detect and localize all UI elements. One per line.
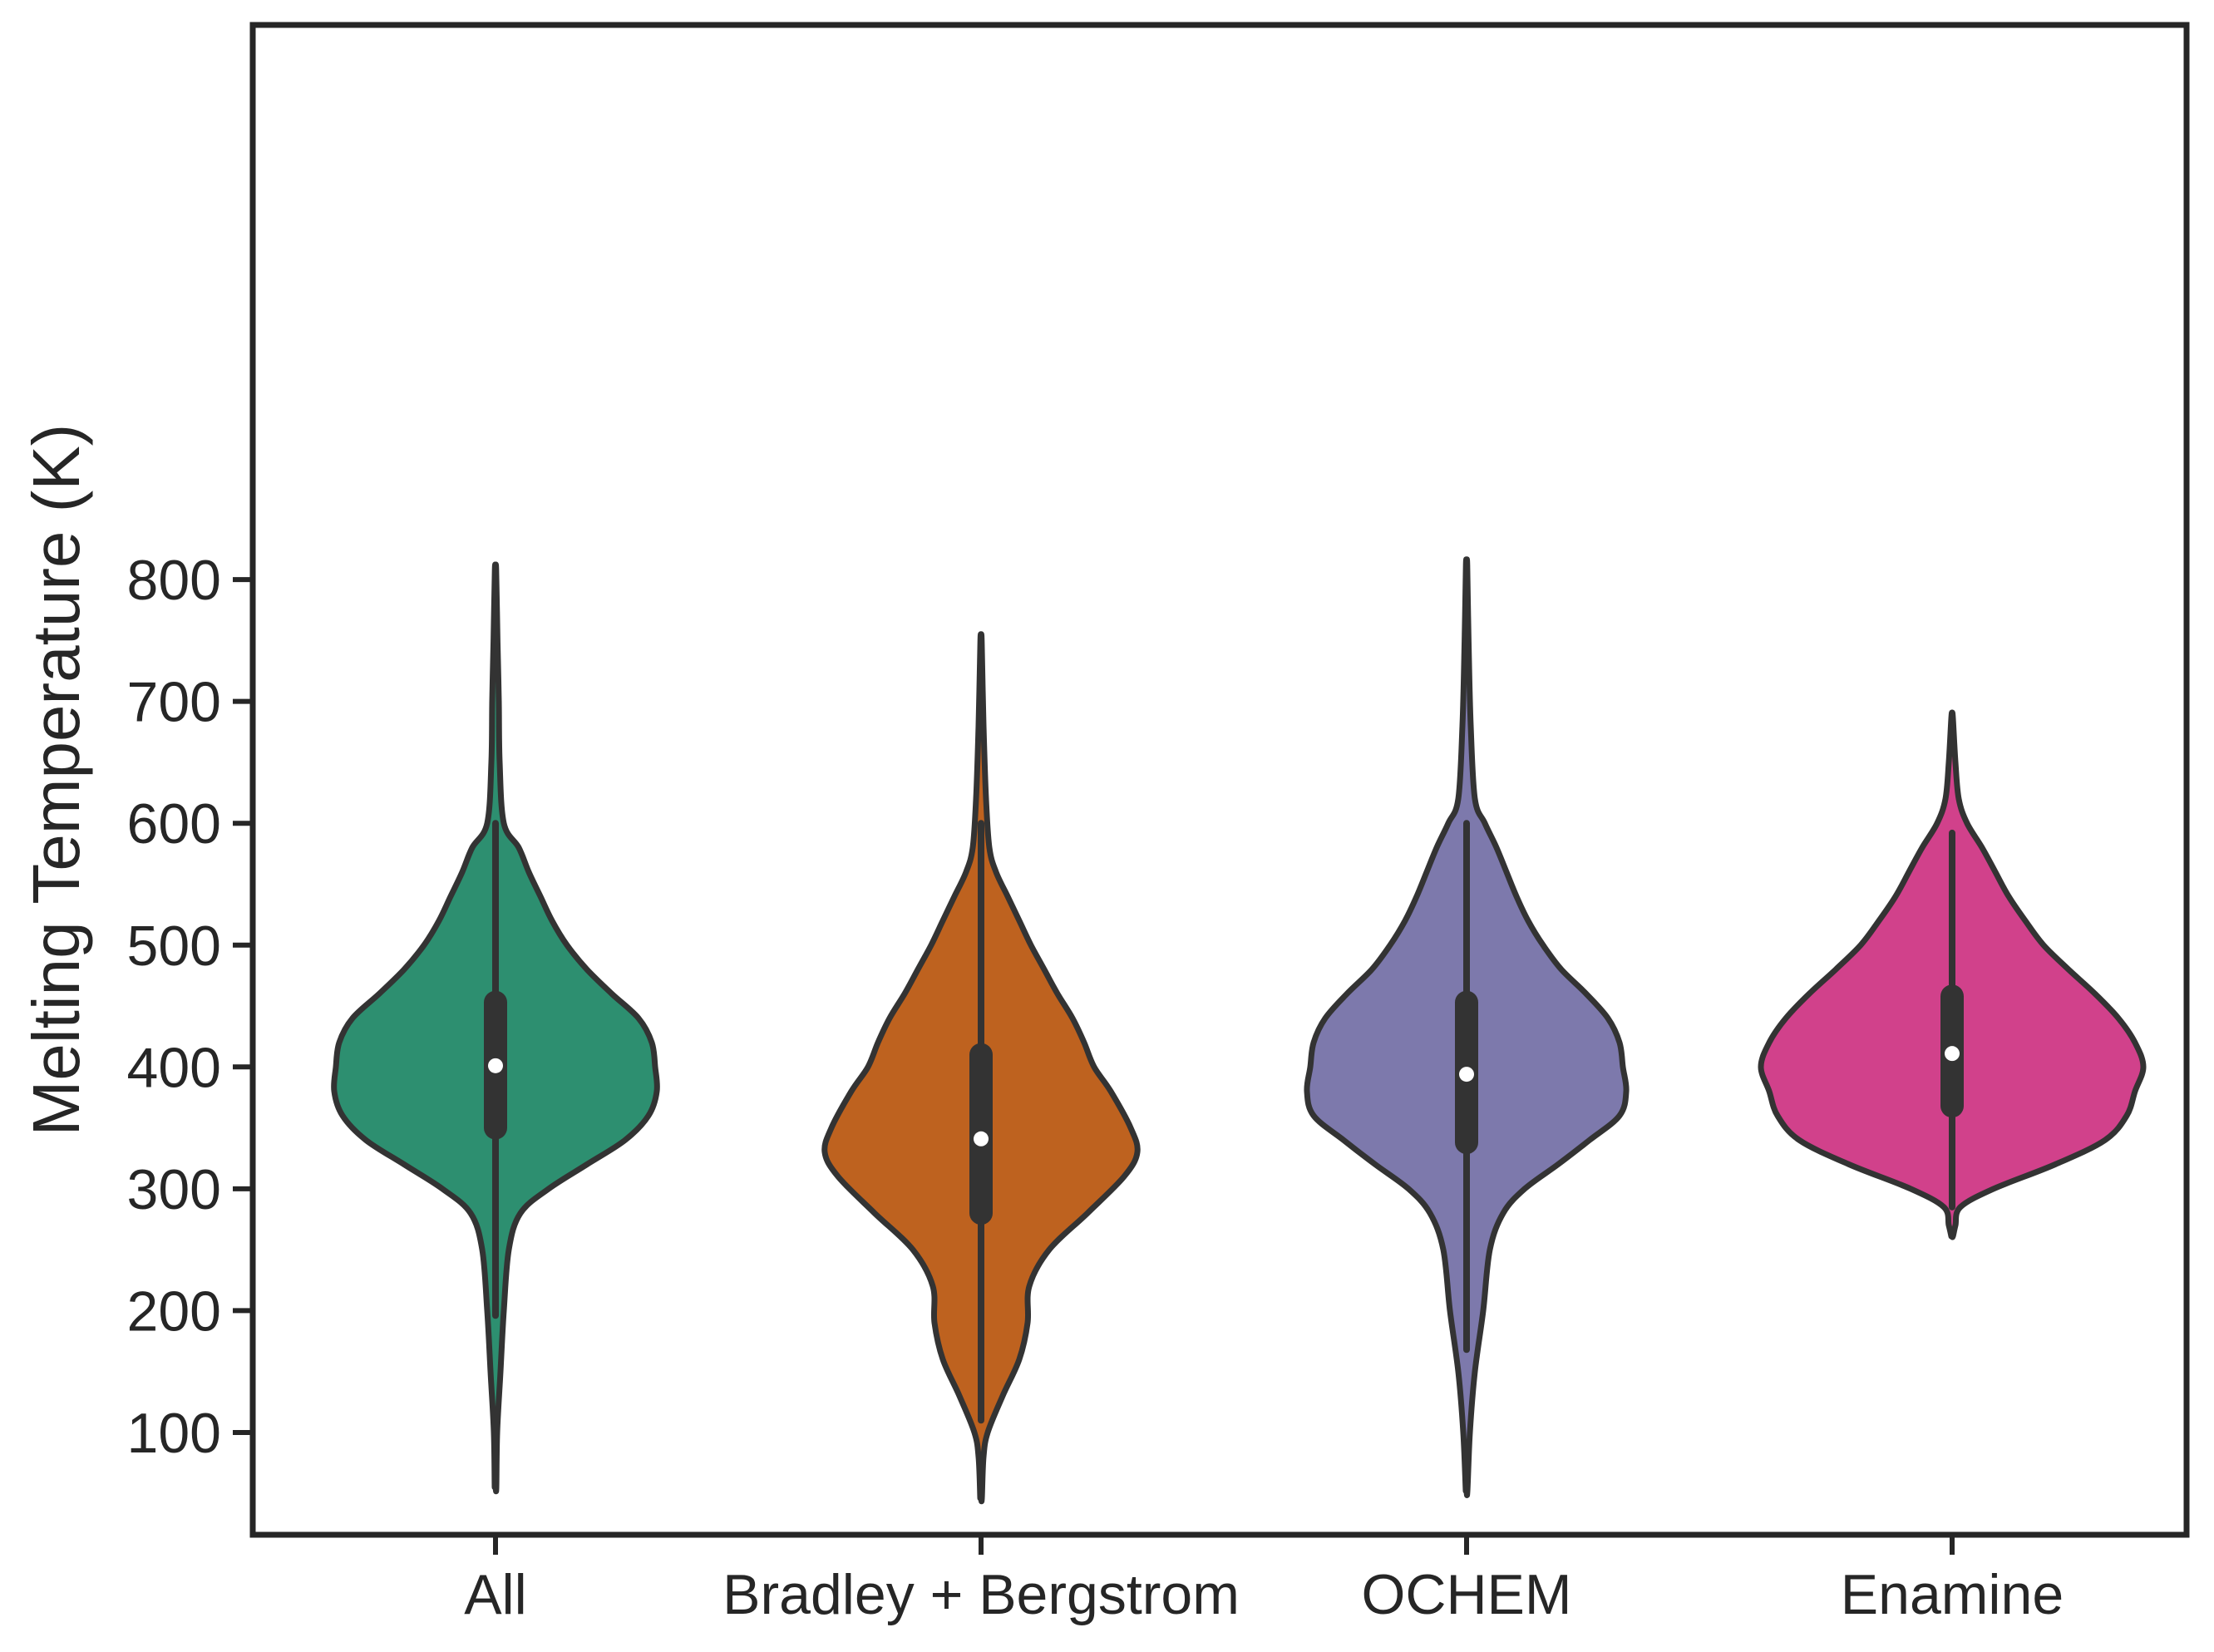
y-tick-label-800: 800 (127, 549, 221, 612)
median-point-2 (1459, 1067, 1474, 1082)
violin-3 (1758, 709, 2147, 1240)
x-tick-label-2: OCHEM (1361, 1563, 1571, 1626)
y-tick-label-600: 600 (127, 792, 221, 856)
y-axis-title: Melting Temperature (K) (19, 424, 93, 1137)
median-point-3 (1945, 1046, 1960, 1062)
y-tick-label-700: 700 (127, 671, 221, 734)
y-tick-label-200: 200 (127, 1280, 221, 1343)
median-point-1 (974, 1131, 989, 1147)
y-tick-label-500: 500 (127, 915, 221, 978)
x-tick-label-0: All (464, 1563, 527, 1626)
y-axis: 100 200 300 400 500 600 700 800 (127, 549, 253, 1465)
median-point-0 (488, 1058, 503, 1073)
x-axis: All Bradley + Bergstrom OCHEM Enamine (464, 1535, 2064, 1626)
y-tick-label-400: 400 (127, 1036, 221, 1099)
plot-frame (249, 22, 2190, 1538)
y-tick-label-300: 300 (127, 1158, 221, 1221)
violins (331, 556, 2147, 1505)
y-tick-label-100: 100 (127, 1402, 221, 1465)
x-tick-label-3: Enamine (1841, 1563, 2064, 1626)
violin-1 (821, 631, 1141, 1505)
x-tick-label-1: Bradley + Bergstrom (722, 1563, 1240, 1626)
violin-2 (1304, 556, 1630, 1498)
violin-0 (331, 561, 660, 1495)
